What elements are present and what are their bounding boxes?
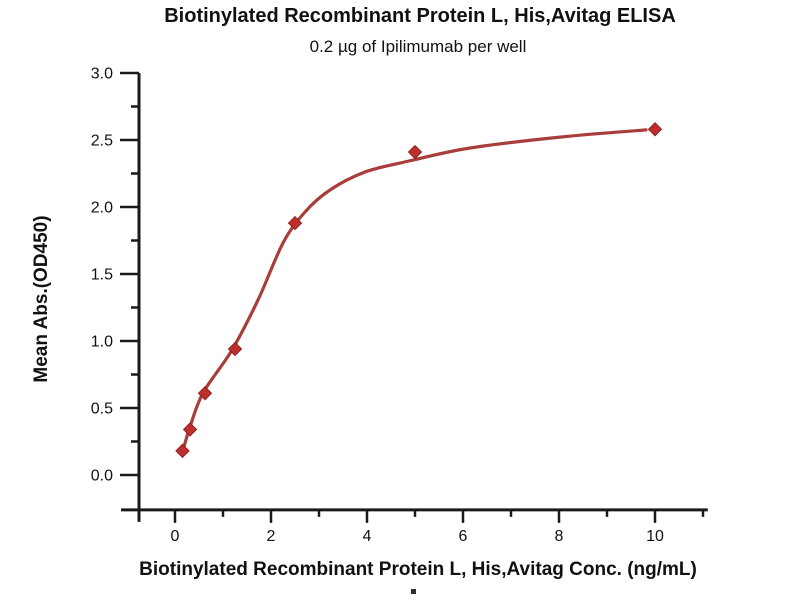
- data-point-diamond: [287, 215, 303, 231]
- y-tick-label: 0.0: [91, 468, 113, 485]
- x-tick-label: 2: [267, 528, 276, 545]
- y-tick-label: 1.0: [91, 334, 113, 351]
- x-tick-label: 0: [171, 528, 180, 545]
- y-tick-label: 2.0: [91, 200, 113, 217]
- cropped-text-speck: [411, 589, 416, 594]
- x-axis-label: Biotinylated Recombinant Protein L, His,…: [139, 559, 697, 580]
- data-point-diamond: [227, 341, 243, 357]
- x-tick-label: 6: [459, 528, 468, 545]
- x-tick-label: 8: [555, 528, 564, 545]
- data-point-diamond: [647, 122, 663, 137]
- x-tick-label: 4: [363, 528, 372, 545]
- y-tick-label: 0.5: [91, 401, 113, 418]
- data-point-diamond: [182, 422, 198, 437]
- y-tick-label: 2.5: [91, 133, 113, 150]
- fit-curve: [180, 128, 648, 456]
- data-point-diamond: [407, 144, 423, 160]
- data-point-diamond: [175, 443, 190, 459]
- x-tick-label: 10: [646, 528, 664, 545]
- data-point-diamond: [197, 386, 213, 401]
- y-tick-label: 1.5: [91, 267, 113, 284]
- chart-title: Biotinylated Recombinant Protein L, His,…: [164, 5, 676, 27]
- y-tick-label: 3.0: [91, 66, 113, 83]
- chart-subtitle: 0.2 µg of Ipilimumab per well: [309, 37, 527, 56]
